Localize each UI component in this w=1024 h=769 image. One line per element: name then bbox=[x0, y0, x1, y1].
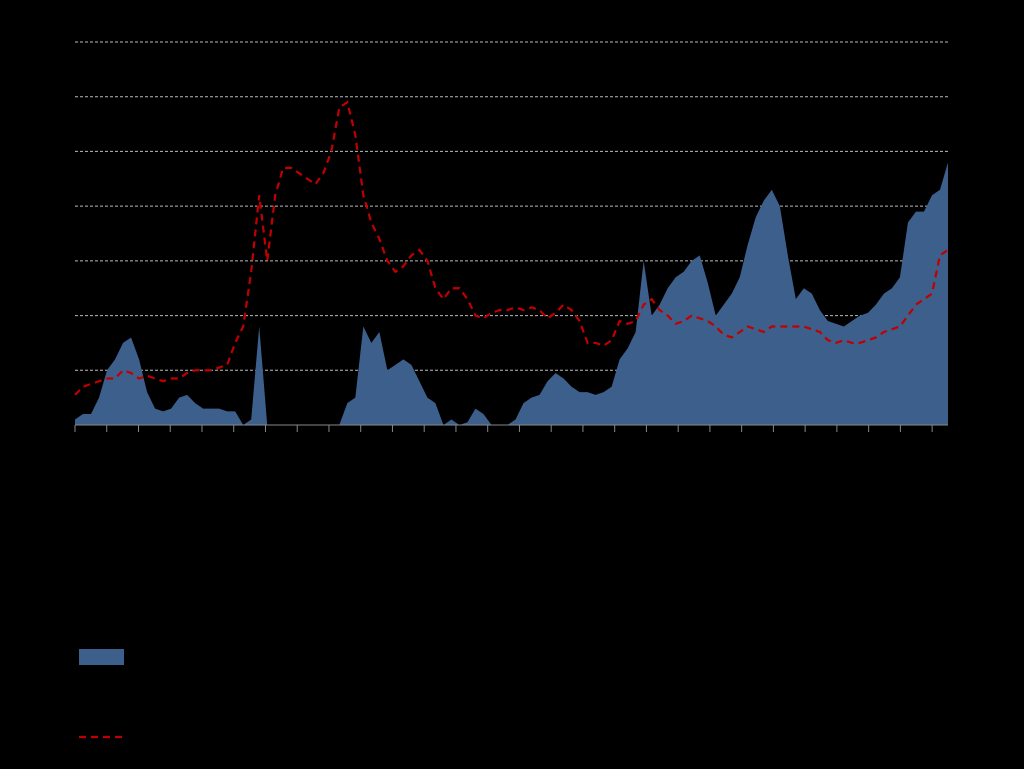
legend-swatch bbox=[79, 649, 124, 665]
line bbox=[74, 100, 949, 396]
area bbox=[75, 162, 948, 425]
